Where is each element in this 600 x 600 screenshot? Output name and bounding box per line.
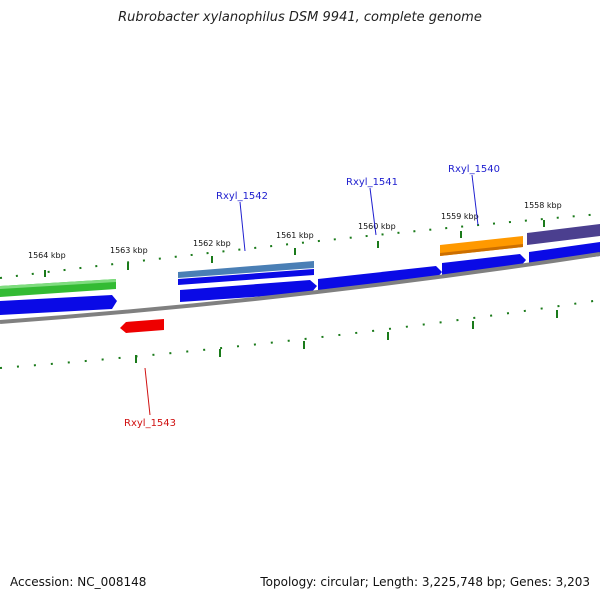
forward-cds-track [0, 242, 600, 315]
inner-tick-track [0, 299, 600, 369]
leader-rxyl-1541 [369, 187, 377, 236]
gene-label-rxyl-1540[interactable]: Rxyl_1540 [448, 164, 500, 175]
cds-forward-1[interactable] [0, 295, 117, 315]
cds-forward-3[interactable] [318, 266, 442, 291]
cds-reverse-rxyl-1543[interactable] [120, 319, 164, 333]
inner-tick-dots [0, 299, 600, 369]
feature-steelblue[interactable] [178, 261, 314, 278]
map-title: Rubrobacter xylanophilus DSM 9941, compl… [118, 10, 482, 25]
leader-rxyl-1540 [471, 174, 479, 226]
kbp-label-1560: 1560 kbp [358, 222, 396, 231]
accession-text: Accession: NC_008148 [10, 575, 147, 589]
gene-label-rxyl-1543[interactable]: Rxyl_1543 [124, 418, 176, 429]
feature-purple[interactable] [527, 224, 600, 245]
kbp-label-1564: 1564 kbp [28, 251, 66, 260]
outer-tick-track [0, 213, 600, 279]
genome-summary-text: Topology: circular; Length: 3,225,748 bp… [260, 575, 590, 589]
kbp-label-1563: 1563 kbp [110, 246, 148, 255]
gene-label-rxyl-1541[interactable]: Rxyl_1541 [346, 177, 398, 188]
cds-forward-2[interactable] [180, 280, 317, 302]
gene-label-rxyl-1542[interactable]: Rxyl_1542 [216, 191, 268, 202]
cds-forward-5[interactable] [529, 242, 600, 265]
kbp-label-1562: 1562 kbp [193, 239, 231, 248]
genome-backbone [0, 252, 600, 324]
kbp-label-1558: 1558 kbp [524, 201, 562, 210]
kbp-label-1561: 1561 kbp [276, 231, 314, 240]
kbp-label-1559: 1559 kbp [441, 212, 479, 221]
feature-orange-shadow [440, 244, 523, 256]
leader-rxyl-1542 [239, 201, 246, 252]
feature-steelblue-cds[interactable] [178, 269, 314, 285]
leader-lines [144, 174, 479, 416]
leader-rxyl-1543 [144, 367, 151, 416]
feature-track [0, 224, 600, 297]
cds-forward-4[interactable] [442, 254, 526, 276]
feature-green-highlight [0, 279, 116, 289]
